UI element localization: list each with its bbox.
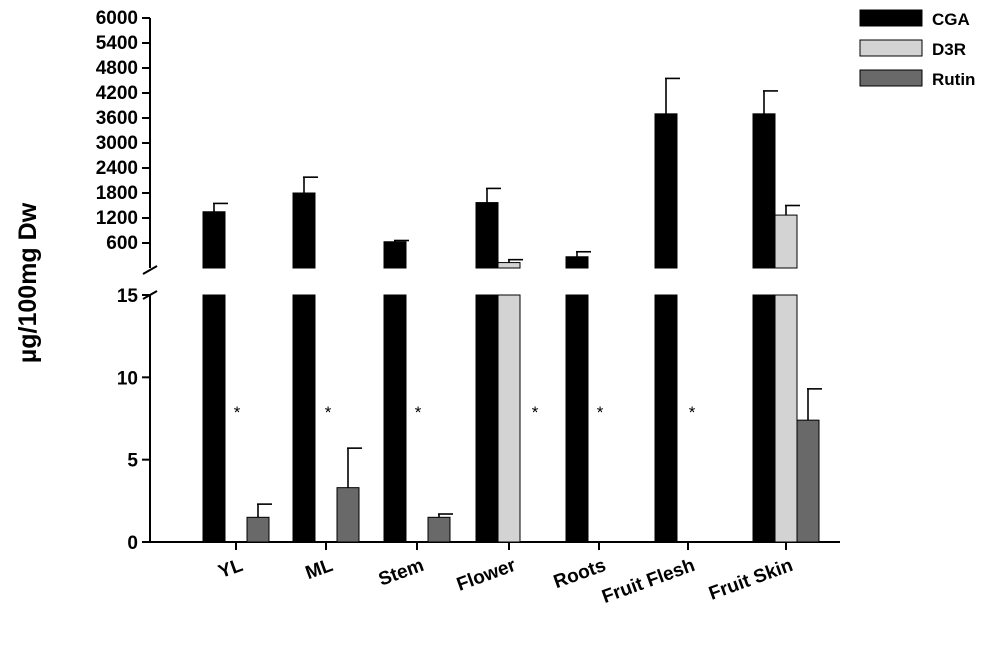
x-tick-label: Fruit Skin — [706, 555, 796, 605]
legend-label-rutin: Rutin — [932, 70, 975, 89]
bar-d3r-upper — [497, 262, 521, 269]
x-tick-label: YL — [216, 555, 246, 583]
x-tick-label: Fruit Flesh — [599, 555, 697, 608]
bar-cga-upper — [475, 202, 499, 269]
axis-break-mark — [142, 265, 158, 275]
significance-marker: * — [234, 403, 241, 422]
significance-marker: * — [325, 403, 332, 422]
bar-cga-lower — [654, 294, 678, 543]
significance-marker: * — [689, 403, 696, 422]
x-tick-label: Stem — [376, 555, 427, 591]
y-tick-label: 3600 — [96, 108, 138, 129]
y-tick-label: 6000 — [96, 8, 138, 29]
y-tick-label: 4800 — [96, 58, 138, 79]
significance-marker: * — [415, 403, 422, 422]
bar-cga-upper — [654, 113, 678, 269]
bar-cga-lower — [383, 294, 407, 543]
y-axis-label: µg/100mg Dw — [14, 202, 42, 363]
plot-area: 600 1200 1800 2400 3000 3600 4200 4800 5400 6000 0… — [96, 8, 840, 608]
x-tick-label: ML — [303, 555, 336, 584]
y-tick-label: 5400 — [96, 33, 138, 54]
bar-cga-lower — [475, 294, 499, 543]
bar-d3r-lower — [497, 294, 521, 543]
bar-rutin — [246, 516, 270, 543]
bar-cga-lower — [565, 294, 589, 543]
significance-marker: * — [532, 403, 539, 422]
bar-rutin — [796, 419, 820, 543]
y-tick-label: 5 — [127, 451, 138, 472]
y-tick-label: 10 — [117, 368, 138, 389]
legend-swatch-d3r — [859, 39, 923, 57]
bar-cga-upper — [202, 211, 226, 269]
legend: CGA D3R Rutin — [859, 9, 975, 89]
bar-cga-upper — [565, 256, 589, 269]
y-tick-label: 2400 — [96, 158, 138, 179]
legend-label-d3r: D3R — [932, 40, 966, 59]
y-tick-label: 15 — [117, 286, 139, 307]
bar-rutin — [427, 516, 451, 543]
bar-cga-lower — [752, 294, 776, 543]
bar-rutin — [336, 487, 360, 543]
y-tick-label: 600 — [106, 233, 138, 254]
bar-cga-upper — [752, 113, 776, 269]
legend-swatch-rutin — [859, 69, 923, 87]
bar-cga-lower — [292, 294, 316, 543]
y-tick-label: 0 — [127, 533, 138, 554]
bar-d3r-upper — [774, 214, 798, 269]
bar-d3r-lower — [774, 294, 798, 543]
legend-label-cga: CGA — [932, 10, 970, 29]
bar-cga-lower — [202, 294, 226, 543]
legend-swatch-cga — [859, 9, 923, 27]
y-tick-label: 3000 — [96, 133, 138, 154]
x-tick-label: Flower — [454, 555, 519, 596]
y-tick-label: 1200 — [96, 208, 138, 229]
y-tick-label: 1800 — [96, 183, 138, 204]
significance-marker: * — [597, 403, 604, 422]
y-tick-label: 4200 — [96, 83, 138, 104]
bar-cga-upper — [292, 192, 316, 269]
bar-cga-upper — [383, 241, 407, 269]
